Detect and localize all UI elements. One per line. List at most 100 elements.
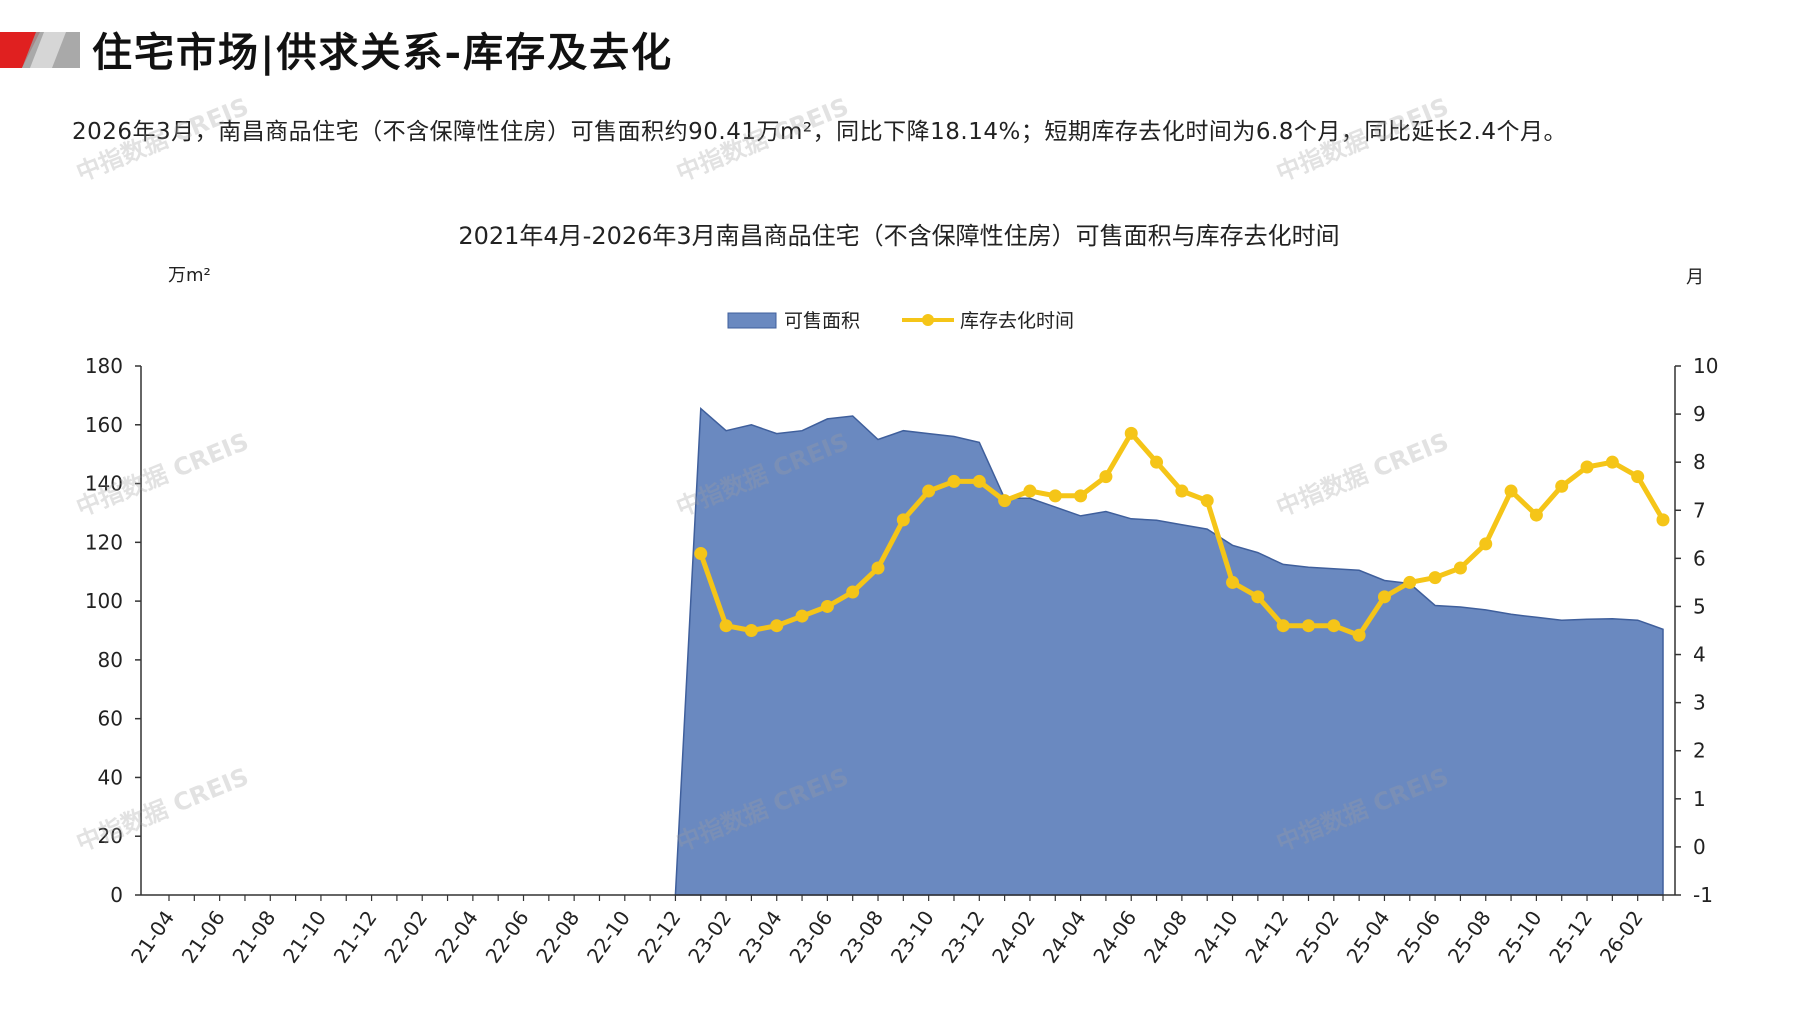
chart-title: 2021年4月-2026年3月南昌商品住宅（不含保障性住房）可售面积与库存去化时… — [458, 222, 1339, 250]
line-point — [1048, 489, 1062, 503]
line-point — [1074, 489, 1088, 503]
x-tick-label: 22-12 — [633, 906, 686, 967]
x-tick-label: 24-08 — [1139, 906, 1192, 967]
y-left-tick-label: 80 — [98, 648, 123, 672]
y-left-tick-label: 60 — [98, 707, 123, 731]
y-left-unit-label: 万m² — [168, 265, 211, 286]
y-right-tick-label: 9 — [1693, 402, 1706, 426]
brand-logo-icon — [0, 32, 80, 68]
line-point — [1479, 537, 1493, 551]
y-left-tick-label: 180 — [85, 354, 123, 378]
line-point — [1504, 484, 1518, 498]
line-point — [1023, 484, 1037, 498]
x-tick-label: 21-12 — [329, 906, 382, 967]
line-point — [1529, 508, 1543, 522]
x-tick-label: 23-06 — [784, 906, 837, 967]
line-point — [1352, 628, 1366, 642]
x-tick-label: 24-02 — [987, 906, 1040, 967]
y-right-tick-label: 6 — [1693, 546, 1706, 570]
y-right-tick-label: 1 — [1693, 787, 1706, 811]
x-tick-label: 25-08 — [1443, 906, 1496, 967]
line-point — [1099, 470, 1113, 484]
legend-label-area: 可售面积 — [784, 310, 860, 332]
line-point — [744, 624, 758, 637]
y-right-tick-label: 0 — [1693, 835, 1706, 859]
y-right-tick-label: 3 — [1693, 691, 1706, 715]
x-tick-label: 25-06 — [1392, 906, 1445, 967]
legend-swatch-area — [727, 312, 777, 329]
x-tick-label: 25-10 — [1493, 906, 1546, 967]
line-point — [1403, 575, 1417, 589]
line-point — [820, 599, 834, 613]
line-point — [896, 513, 910, 527]
y-right-tick-label: 8 — [1693, 450, 1706, 474]
x-tick-label: 23-04 — [734, 906, 787, 967]
line-point — [1226, 575, 1240, 589]
line-point — [972, 474, 986, 488]
line-point — [1428, 571, 1442, 585]
x-tick-label: 23-10 — [886, 906, 939, 967]
y-right-tick-label: -1 — [1693, 883, 1713, 907]
x-tick-label: 24-10 — [1190, 906, 1243, 967]
y-left-tick-label: 120 — [85, 530, 123, 554]
summary-text: 2026年3月，南昌商品住宅（不含保障性住房）可售面积约90.41万m²，同比下… — [72, 119, 1567, 145]
line-point — [1631, 470, 1645, 484]
line-point — [1200, 494, 1214, 508]
line-point — [719, 619, 733, 633]
line-point — [1276, 619, 1290, 633]
y-left-tick-label: 140 — [85, 472, 123, 496]
line-point — [1656, 513, 1670, 527]
line-point — [922, 484, 936, 498]
line-point — [1453, 561, 1467, 575]
area-series-available-area — [674, 407, 1664, 896]
y-left-tick-label: 20 — [98, 824, 123, 848]
x-tick-label: 25-04 — [1342, 906, 1395, 967]
x-tick-label: 22-06 — [481, 906, 534, 967]
y-right-tick-label: 2 — [1693, 739, 1706, 763]
line-point — [1327, 619, 1341, 633]
legend-swatch-marker — [922, 314, 934, 326]
x-tick-label: 22-10 — [582, 906, 635, 967]
line-point — [1251, 590, 1265, 604]
x-tick-label: 24-12 — [1240, 906, 1293, 967]
line-point — [947, 474, 961, 488]
x-tick-label: 22-02 — [379, 906, 432, 967]
y-right-tick-label: 10 — [1693, 354, 1718, 378]
x-tick-label: 21-08 — [227, 906, 280, 967]
x-tick-label: 26-02 — [1595, 906, 1648, 967]
page-title: 住宅市场|供求关系-库存及去化 — [92, 29, 674, 76]
x-tick-label: 22-08 — [531, 906, 584, 967]
x-tick-label: 22-04 — [430, 906, 483, 967]
x-tick-label: 23-02 — [683, 906, 736, 967]
x-tick-label: 25-02 — [1291, 906, 1344, 967]
x-tick-label: 21-06 — [177, 906, 230, 967]
line-point — [1124, 426, 1138, 440]
x-tick-label: 25-12 — [1544, 906, 1597, 967]
y-left-tick-label: 40 — [98, 765, 123, 789]
x-tick-label: 23-08 — [835, 906, 888, 967]
line-point — [770, 619, 784, 633]
x-tick-label: 21-10 — [278, 906, 331, 967]
y-right-unit-label: 月 — [1686, 267, 1704, 288]
line-point — [1377, 590, 1391, 604]
line-point — [1175, 484, 1189, 498]
y-left-tick-label: 160 — [85, 413, 123, 437]
line-point — [795, 609, 809, 623]
y-right-tick-label: 7 — [1693, 498, 1706, 522]
x-tick-label: 24-06 — [1088, 906, 1141, 967]
line-point — [846, 585, 860, 599]
legend-label-line: 库存去化时间 — [960, 310, 1074, 332]
y-right-tick-label: 4 — [1693, 643, 1706, 667]
line-point — [998, 494, 1012, 508]
x-tick-label: 21-04 — [126, 906, 179, 967]
line-point — [871, 561, 885, 575]
line-point — [1150, 455, 1164, 469]
line-point — [1605, 455, 1619, 469]
line-point — [1580, 460, 1594, 474]
y-right-tick-label: 5 — [1693, 594, 1706, 618]
y-left-tick-label: 100 — [85, 589, 123, 613]
y-left-tick-label: 0 — [110, 883, 123, 907]
x-tick-label: 24-04 — [1038, 906, 1091, 967]
line-point — [694, 547, 708, 561]
